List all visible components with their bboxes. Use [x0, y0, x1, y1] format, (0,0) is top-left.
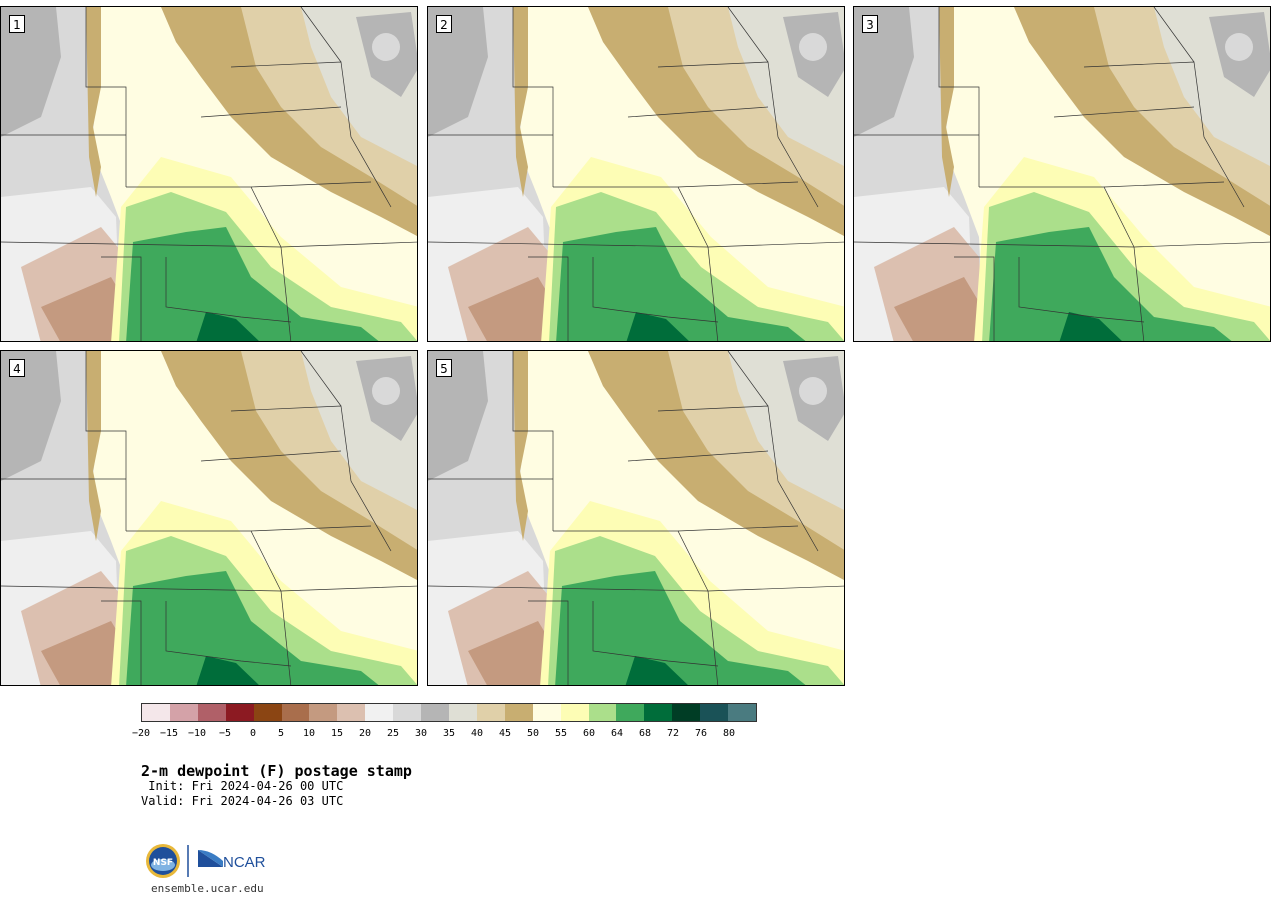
colorbar-swatch [281, 704, 310, 721]
colorbar-swatch [532, 704, 561, 721]
colorbar-swatch [393, 704, 422, 721]
colorbar-tick-label: 45 [498, 728, 512, 739]
colorbar-swatch [504, 704, 533, 721]
colorbar-tick-labels: −20 −15 −10 −5 0 5 10 15 20 25 30 35 40 45 50 55 60 64 68 7… [132, 728, 761, 742]
init-time: Init: Fri 2024-04-26 00 UTC [141, 779, 344, 793]
valid-time: Valid: Fri 2024-04-26 03 UTC [141, 794, 344, 808]
ensemble-member-panel-4[interactable]: 4 [0, 350, 418, 686]
colorbar-tick-label: 10 [302, 728, 316, 739]
dewpoint-map [1, 351, 417, 685]
colorbar-tick-label: 80 [722, 728, 736, 739]
colorbar-tick-label: −5 [218, 728, 232, 739]
colorbar-swatch [588, 704, 617, 721]
nsf-ncar-logos[interactable]: NSF NCAR [145, 843, 275, 879]
colorbar-tick-label: 40 [470, 728, 484, 739]
colorbar-swatch [672, 704, 701, 721]
colorbar-swatch [253, 704, 282, 721]
dewpoint-map [1, 7, 417, 341]
panel-number: 3 [862, 15, 878, 33]
colorbar-swatch [728, 704, 756, 721]
colorbar-tick-label: 60 [582, 728, 596, 739]
nsf-logo-icon: NSF [146, 844, 180, 878]
dewpoint-map [428, 7, 844, 341]
dewpoint-map [854, 7, 1270, 341]
colorbar-tick-label: 50 [526, 728, 540, 739]
colorbar-swatch [644, 704, 673, 721]
colorbar-swatch [142, 704, 170, 721]
colorbar-swatch [197, 704, 226, 721]
colorbar-tick-label: −15 [159, 728, 179, 739]
ensemble-member-panel-2[interactable]: 2 [427, 6, 845, 342]
colorbar-tick-label: −20 [131, 728, 151, 739]
dewpoint-map [428, 351, 844, 685]
svg-text:NSF: NSF [153, 858, 173, 868]
panel-number: 2 [436, 15, 452, 33]
svg-text:NCAR: NCAR [223, 854, 266, 871]
colorbar-swatch [337, 704, 366, 721]
colorbar-tick-label: 72 [666, 728, 680, 739]
colorbar [141, 703, 757, 722]
colorbar-tick-label: 35 [442, 728, 456, 739]
colorbar-swatch [225, 704, 254, 721]
colorbar-tick-label: 15 [330, 728, 344, 739]
colorbar-tick-label: 30 [414, 728, 428, 739]
colorbar-swatch [700, 704, 729, 721]
ensemble-member-panel-5[interactable]: 5 [427, 350, 845, 686]
site-link[interactable]: ensemble.ucar.edu [151, 882, 264, 895]
colorbar-tick-label: 20 [358, 728, 372, 739]
panel-number: 4 [9, 359, 25, 377]
colorbar-tick-label: 25 [386, 728, 400, 739]
colorbar-swatch [365, 704, 394, 721]
colorbar-tick-label: 0 [249, 728, 257, 739]
panel-number: 1 [9, 15, 25, 33]
ensemble-member-panel-3[interactable]: 3 [853, 6, 1271, 342]
colorbar-tick-label: 76 [694, 728, 708, 739]
colorbar-swatch [169, 704, 198, 721]
colorbar-swatch [616, 704, 645, 721]
ncar-logo-icon: NCAR [198, 850, 266, 871]
colorbar-tick-label: 68 [638, 728, 652, 739]
colorbar-tick-label: 5 [277, 728, 285, 739]
colorbar-swatch [448, 704, 477, 721]
colorbar-tick-label: −10 [187, 728, 207, 739]
colorbar-swatch [560, 704, 589, 721]
colorbar-swatch [421, 704, 449, 721]
colorbar-tick-label: 64 [610, 728, 624, 739]
ensemble-member-panel-1[interactable]: 1 [0, 6, 418, 342]
panel-number: 5 [436, 359, 452, 377]
colorbar-swatch [476, 704, 505, 721]
plot-title: 2-m dewpoint (F) postage stamp [141, 762, 412, 780]
colorbar-tick-label: 55 [554, 728, 568, 739]
colorbar-swatch [309, 704, 338, 721]
